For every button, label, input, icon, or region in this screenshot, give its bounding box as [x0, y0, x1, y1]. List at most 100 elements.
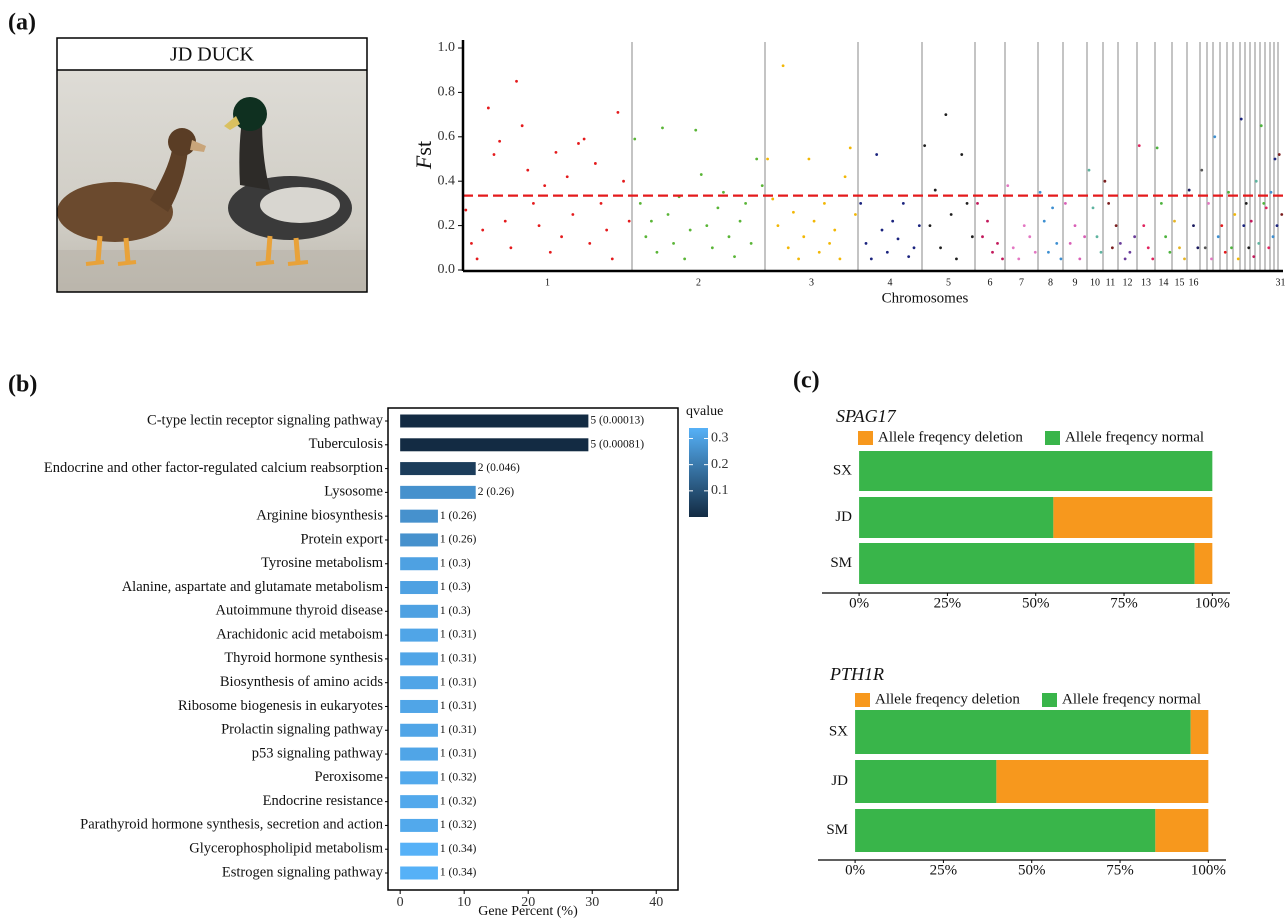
bar — [400, 533, 438, 546]
colorbar-tick-label: 0.2 — [711, 457, 729, 472]
bar — [400, 605, 438, 618]
snp-point — [918, 224, 921, 227]
snp-point — [628, 220, 631, 223]
snp-point — [875, 153, 878, 156]
x-tick-label: 9 — [1073, 277, 1078, 288]
snp-point — [844, 175, 847, 178]
bar-segment — [855, 809, 1155, 852]
snp-point — [617, 111, 620, 114]
x-tick-label: 15 — [1175, 277, 1185, 288]
bar-label: 2 (0.26) — [478, 486, 515, 498]
snp-point — [1138, 144, 1141, 147]
y-tick-label: JD — [835, 509, 852, 525]
y-tick-label: Parathyroid hormone synthesis, secretion… — [80, 817, 384, 833]
snp-point — [771, 198, 774, 201]
snp-point — [1227, 191, 1230, 194]
legend-swatch — [1045, 431, 1060, 445]
y-tick-label: Arginine biosynthesis — [256, 507, 383, 523]
snp-point — [498, 140, 501, 143]
snp-point — [1142, 224, 1145, 227]
bar-label: 5 (0.00013) — [590, 415, 644, 427]
x-tick-label: 16 — [1189, 277, 1199, 288]
snp-point — [1164, 235, 1167, 238]
bar-label: 2 (0.046) — [478, 462, 520, 474]
snp-point — [633, 138, 636, 141]
x-tick-label: 11 — [1106, 277, 1116, 288]
snp-point — [1207, 202, 1210, 205]
y-tick-label: p53 signaling pathway — [252, 745, 384, 761]
snp-point — [1006, 184, 1009, 187]
y-tick-label: 0.4 — [438, 173, 456, 188]
snp-point — [1237, 258, 1240, 261]
y-tick-label: 0.2 — [438, 218, 456, 233]
bar-label: 5 (0.00081) — [590, 438, 644, 450]
snp-point — [839, 258, 842, 261]
snp-point — [1252, 255, 1255, 258]
snp-point — [907, 255, 910, 258]
snp-point — [1272, 235, 1275, 238]
x-tick-label: 2 — [696, 277, 701, 288]
x-axis-title: Chromosomes — [882, 290, 969, 306]
bar-label: 1 (0.3) — [440, 605, 471, 617]
figure: (a) (b) (c) JD DUCK 0.00.20.40.60.81.012… — [0, 0, 1285, 920]
snp-point — [667, 213, 670, 216]
y-tick-label: 0.0 — [438, 262, 456, 277]
snp-point — [1183, 258, 1186, 261]
snp-point — [560, 235, 563, 238]
snp-point — [1224, 251, 1227, 254]
snp-point — [656, 251, 659, 254]
snp-point — [1124, 258, 1127, 261]
snp-point — [802, 235, 805, 238]
snp-point — [939, 246, 942, 249]
plot-frame — [388, 408, 678, 890]
snp-point — [526, 169, 529, 172]
snp-point — [571, 213, 574, 216]
snp-point — [755, 158, 758, 161]
snp-point — [792, 211, 795, 214]
snp-point — [711, 246, 714, 249]
x-tick-label: 30 — [585, 895, 599, 910]
y-tick-label: Alanine, aspartate and glutamate metabol… — [122, 579, 384, 595]
snp-point — [750, 242, 753, 245]
legend-label: Allele freqency deletion — [878, 429, 1023, 445]
snp-point — [600, 202, 603, 205]
snp-point — [787, 246, 790, 249]
snp-point — [694, 129, 697, 132]
snp-point — [1083, 235, 1086, 238]
snp-point — [470, 242, 473, 245]
snp-point — [1028, 235, 1031, 238]
snp-point — [1039, 191, 1042, 194]
snp-point — [481, 229, 484, 232]
y-tick-label: Tyrosine metabolism — [261, 555, 384, 571]
snp-point — [966, 202, 969, 205]
x-tick-label: 31 — [1276, 277, 1285, 288]
x-tick-label: 40 — [649, 895, 663, 910]
snp-point — [728, 235, 731, 238]
bar — [400, 819, 438, 832]
y-tick-label: Lysosome — [324, 484, 383, 500]
snp-point — [1043, 220, 1046, 223]
panel-label: (c) — [793, 368, 820, 394]
y-tick-label: Arachidonic acid metaboism — [216, 626, 383, 642]
y-tick-label: 0.6 — [438, 129, 456, 144]
y-tick-label: Autoimmune thyroid disease — [215, 603, 383, 619]
snp-point — [1115, 224, 1118, 227]
y-tick-label: Endocrine and other factor-regulated cal… — [44, 460, 384, 476]
snp-point — [1247, 246, 1250, 249]
bar-segment — [1053, 497, 1212, 538]
y-tick-label: Glycerophospholipid metabolism — [189, 841, 383, 857]
legend-swatch — [858, 431, 873, 445]
snp-point — [1204, 246, 1207, 249]
snp-point — [881, 229, 884, 232]
snp-point — [913, 246, 916, 249]
bar — [400, 724, 438, 737]
bar-label: 1 (0.34) — [440, 867, 477, 879]
y-tick-label: 1.0 — [438, 40, 456, 55]
bar — [400, 795, 438, 808]
snp-point — [1168, 251, 1171, 254]
snp-point — [689, 229, 692, 232]
bar — [400, 415, 588, 428]
snp-point — [823, 202, 826, 205]
snp-point — [1250, 220, 1253, 223]
x-tick-label: 50% — [1022, 595, 1050, 611]
